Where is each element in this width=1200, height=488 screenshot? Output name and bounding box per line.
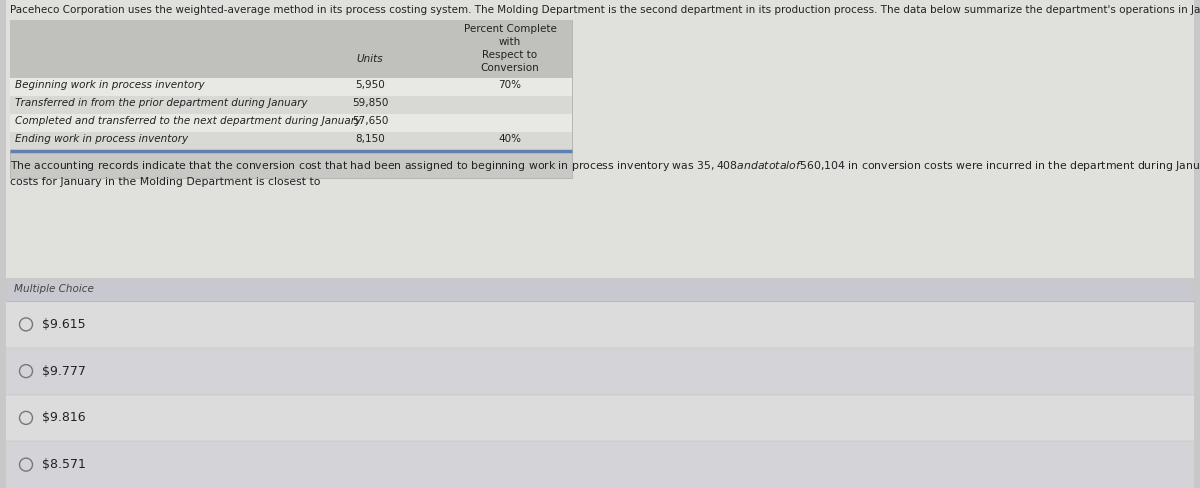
Text: 70%: 70%: [498, 80, 522, 90]
Text: $9.615: $9.615: [42, 318, 85, 331]
Text: $9.816: $9.816: [42, 411, 85, 425]
Text: $8.571: $8.571: [42, 458, 86, 471]
Text: Completed and transferred to the next department during January: Completed and transferred to the next de…: [14, 116, 361, 126]
Text: 5,950: 5,950: [355, 80, 385, 90]
Text: Units: Units: [356, 54, 383, 64]
Text: 40%: 40%: [498, 134, 522, 144]
Text: 8,150: 8,150: [355, 134, 385, 144]
Bar: [6, 348, 1194, 394]
Bar: [10, 96, 572, 114]
Bar: [10, 132, 572, 150]
Bar: [10, 20, 572, 78]
Text: $9.777: $9.777: [42, 365, 86, 378]
Text: Ending work in process inventory: Ending work in process inventory: [14, 134, 188, 144]
Bar: [6, 441, 1194, 488]
Bar: [6, 394, 1194, 441]
Bar: [10, 20, 572, 178]
Bar: [6, 0, 1194, 278]
Bar: [6, 301, 1194, 348]
Text: Percent Complete: Percent Complete: [463, 24, 557, 34]
Text: with: with: [499, 37, 521, 47]
Text: Respect to: Respect to: [482, 50, 538, 60]
Bar: [6, 281, 1194, 488]
Text: 59,850: 59,850: [352, 98, 388, 108]
Text: Conversion: Conversion: [481, 63, 539, 73]
Text: The accounting records indicate that the conversion cost that had been assigned : The accounting records indicate that the…: [10, 159, 1200, 187]
Text: Beginning work in process inventory: Beginning work in process inventory: [14, 80, 205, 90]
Bar: [10, 114, 572, 132]
Text: 57,650: 57,650: [352, 116, 388, 126]
Text: Multiple Choice: Multiple Choice: [14, 284, 94, 294]
Text: Transferred in from the prior department during January: Transferred in from the prior department…: [14, 98, 307, 108]
Text: Paceheco Corporation uses the weighted-average method in its process costing sys: Paceheco Corporation uses the weighted-a…: [10, 5, 1200, 15]
Bar: [6, 281, 1194, 301]
Bar: [10, 78, 572, 96]
